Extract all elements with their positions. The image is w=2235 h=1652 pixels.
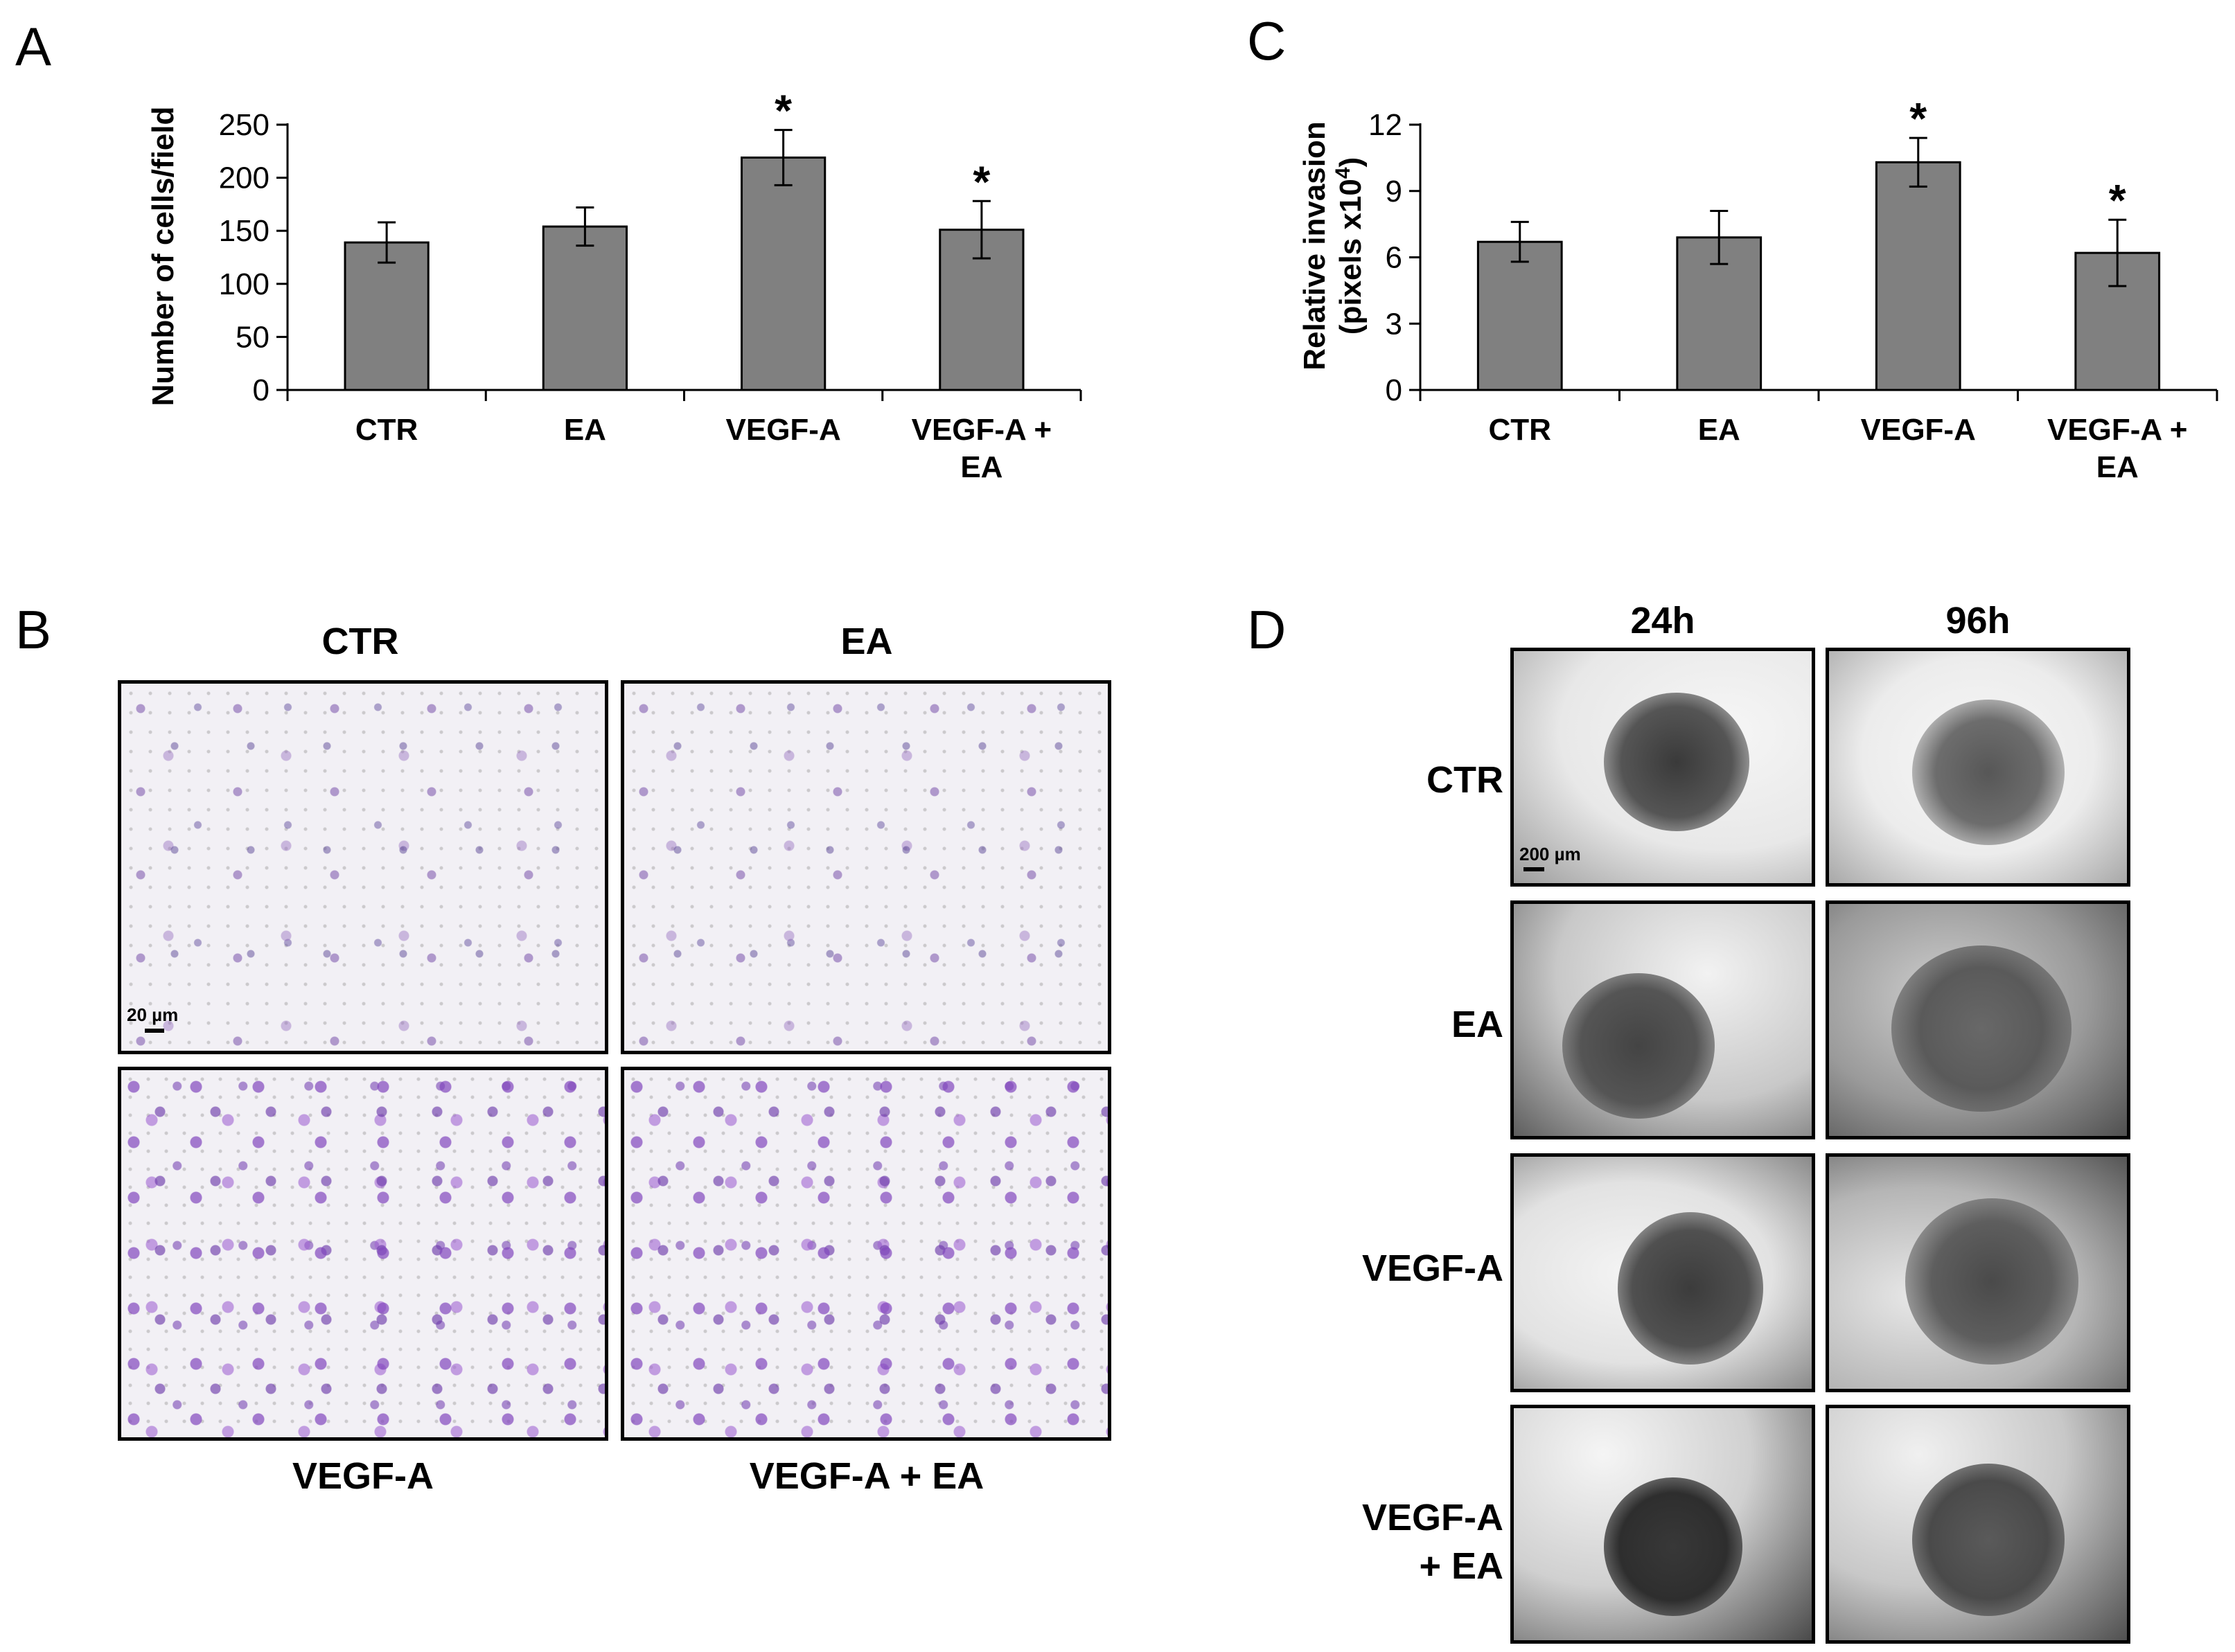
chart-a-category-label-0: CTR (355, 413, 418, 447)
chart-c-bar-0 (1476, 240, 1563, 391)
chart-c-ylabel-close: ) (1334, 157, 1368, 168)
chart-c-ytick-label-2: 6 (1386, 241, 1402, 275)
spheroid-vegfa-96h-core (1905, 1198, 2078, 1365)
chart-c: 0 3 6 9 12 CTR EA * VEGF-A * VEGF-A + EA Relative in… (1289, 42, 2235, 499)
scale-bar-200um (1523, 867, 1544, 871)
chart-c-ylabel-line1: Relative invasion (1298, 121, 1332, 370)
panel-letter-d: D (1247, 599, 1287, 660)
spheroid-vegfa-ea-96h-core (1912, 1464, 2065, 1616)
chart-a-ytick-label-1: 50 (236, 320, 270, 354)
chart-a-category-label-3: VEGF-A + (912, 413, 1052, 447)
chart-c-significance-2: * (1909, 94, 1927, 143)
panel-b-label-ea: EA (840, 621, 893, 662)
chart-a-ytick-label-0: 0 (253, 373, 270, 407)
chart-c-bar-2 (1875, 161, 1961, 391)
chart-c-ylabel-line2: (pixels x104) (1332, 157, 1368, 335)
transwell-image-ea (621, 680, 1111, 1054)
scale-bar-20um (145, 1029, 164, 1033)
chart-c-ytick-label-4: 12 (1368, 108, 1402, 142)
chart-c-ylabel-superscript: 4 (1332, 167, 1354, 179)
scale-label-200um: 200 µm (1519, 844, 1581, 864)
chart-a-significance-3: * (973, 157, 990, 206)
chart-a-bar-2 (741, 156, 827, 391)
spheroid-ea-24h-core (1562, 973, 1715, 1119)
panel-letter-a: A (15, 16, 52, 77)
panel-d-row-ea: EA (1451, 1004, 1503, 1045)
chart-a-ytick-label-3: 150 (219, 214, 270, 248)
spheroid-ea-96h-core (1891, 945, 2071, 1112)
chart-a-category-label-2: VEGF-A (726, 413, 841, 447)
chart-c-category-label-0: CTR (1489, 413, 1551, 447)
panel-letter-b: B (15, 599, 52, 660)
spheroid-ea-24h (1510, 900, 1815, 1139)
spheroid-vegfa-96h (1826, 1153, 2130, 1392)
panel-d-row-ctr: CTR (1426, 759, 1503, 801)
spheroid-vegfa-ea-24h (1510, 1405, 1815, 1644)
chart-c-significance-3: * (2109, 175, 2126, 225)
chart-c-category-label-3-line2: EA (2096, 450, 2139, 484)
chart-a-ytick-label-5: 250 (219, 108, 270, 142)
panel-b-label-ctr: CTR (321, 621, 399, 662)
panel-letter-c: C (1247, 10, 1287, 71)
spheroid-vegfa-24h (1510, 1153, 1815, 1392)
chart-a-significance-2: * (775, 86, 792, 136)
chart-a-ytick-label-2: 100 (219, 267, 270, 301)
chart-c-ytick-label-1: 3 (1386, 307, 1402, 341)
spheroid-ea-96h (1826, 900, 2130, 1139)
spheroid-vegfa-ea-96h (1826, 1405, 2130, 1644)
chart-c-ytick-label-3: 9 (1386, 175, 1402, 208)
transwell-image-ctr: 20 µm (118, 680, 608, 1054)
spheroid-vegfa-ea-24h-core (1604, 1477, 1742, 1616)
spheroid-ctr-96h (1826, 648, 2130, 887)
chart-a-ylabel: Number of cells/field (146, 107, 180, 407)
chart-a: 0 50 100 150 200 250 CTR EA * VEGF-A * VEGF-A + EA Nu… (125, 42, 1108, 499)
chart-c-category-label-3: VEGF-A + (2047, 413, 2188, 447)
panel-b-label-vegfa: VEGF-A (292, 1455, 434, 1497)
spheroid-ctr-24h: 200 µm (1510, 648, 1815, 887)
spheroid-ctr-24h-core (1604, 693, 1749, 831)
transwell-image-vegfa-ea (621, 1067, 1111, 1441)
transwell-image-vegfa (118, 1067, 608, 1441)
spheroid-ctr-96h-core (1912, 700, 2065, 845)
panel-d-col-96h: 96h (1945, 600, 2011, 641)
panel-b-label-vegfa-ea: VEGF-A + EA (749, 1455, 984, 1497)
panel-d-row-vegfa: VEGF-A (1361, 1247, 1503, 1289)
chart-c-category-label-1: EA (1698, 413, 1740, 447)
panel-d-row-vegfa-ea-line2: + EA (1419, 1545, 1503, 1587)
scale-label-20um: 20 µm (127, 1004, 179, 1025)
chart-a-bar-0 (344, 241, 430, 391)
chart-a-category-label-1: EA (564, 413, 606, 447)
spheroid-vegfa-24h-core (1618, 1212, 1763, 1365)
panel-d-row-vegfa-ea-line1: VEGF-A (1361, 1497, 1503, 1538)
chart-a-bar-1 (542, 225, 628, 391)
chart-c-ylabel-line2-main: (pixels x10 (1334, 179, 1368, 335)
panel-d-col-24h: 24h (1630, 600, 1695, 641)
chart-c-ytick-label-0: 0 (1386, 373, 1402, 407)
chart-c-category-label-2: VEGF-A (1861, 413, 1976, 447)
chart-a-ytick-label-4: 200 (219, 161, 270, 195)
chart-a-category-label-3-line2: EA (960, 450, 1002, 484)
